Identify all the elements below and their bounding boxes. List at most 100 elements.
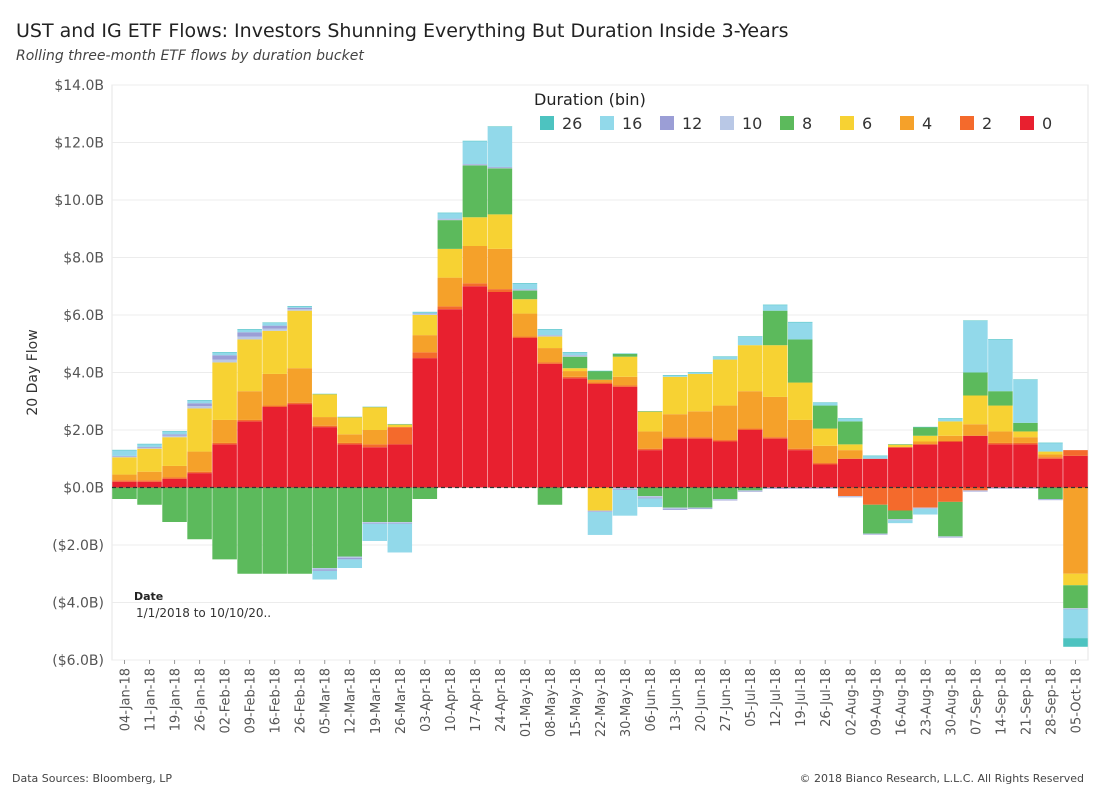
bar-segment [888,519,913,520]
bar-segment [888,510,913,520]
legend-item-10[interactable]: 10 [720,114,762,133]
bar-segment [913,427,938,436]
series-16 [112,126,1088,639]
bar-segment [412,358,438,488]
bar-segment [612,353,638,357]
bar-segment [537,348,563,363]
bar-segment [412,314,438,315]
legend-label: 10 [742,114,762,133]
bar-segment [287,402,312,405]
bar-segment [562,371,588,377]
bar-segment [412,315,438,336]
bar-segment [1013,437,1038,443]
bar-segment [637,411,663,412]
bar-segment [637,450,663,488]
bar-segment [287,487,312,574]
bar-segment [787,419,813,449]
x-tick-label: 05-Jul-18 [744,668,759,727]
bar-segment [287,307,312,310]
filter-card-value[interactable]: 1/1/2018 to 10/10/20.. [136,606,271,620]
bar-segment [262,373,287,406]
bar-segment [312,568,337,570]
bar-segment [512,289,538,290]
bar-segment [662,438,688,488]
bar-segment [1063,609,1088,639]
legend-item-12[interactable]: 12 [660,114,702,133]
bar-segment [662,376,688,415]
bar-segment [612,386,638,488]
bar-segment [1063,608,1088,609]
bar-segment [412,312,438,314]
legend-label: 26 [562,114,582,133]
bar-segment [362,430,388,445]
bar-segment [112,480,137,482]
bar-segment [137,471,162,481]
bar-segment [212,442,237,445]
bar-segment [662,414,688,438]
bar-segment [187,408,212,452]
bar-segment [812,463,838,465]
bar-segment [162,465,187,478]
x-tick-label: 19-Mar-18 [369,668,384,734]
legend-title: Duration (bin) [534,90,646,109]
bar-segment [1013,379,1038,423]
bar-segment [1013,379,1038,380]
bar-segment [587,371,613,380]
bar-segment [687,508,713,510]
y-tick-label: $6.0B [63,308,104,324]
legend-swatch [780,116,794,130]
x-tick-label: 22-May-18 [594,668,609,737]
bar-segment [963,490,988,491]
bar-segment [988,442,1013,445]
x-tick-label: 20-Jun-18 [694,668,709,732]
bar-segment [512,290,538,300]
bar-segment [762,438,788,488]
legend-item-8[interactable]: 8 [780,114,812,133]
y-tick-label: $2.0B [63,423,104,439]
bar-segment [387,444,413,488]
x-tick-label: 26-Mar-18 [394,668,409,734]
bar-segment [462,283,488,287]
bar-segment [112,457,137,475]
bar-segment [662,509,688,510]
bar-segment [1038,442,1063,452]
bar-segment [737,491,763,492]
bar-segment [512,336,538,338]
bar-segment [362,447,388,488]
bar-segment [662,375,688,377]
legend-label: 0 [1042,114,1052,133]
bar-segment [988,339,1013,392]
legend-item-26[interactable]: 26 [540,114,582,133]
bar-segment [812,405,838,429]
bar-segment [137,487,162,505]
bar-segment [562,368,588,372]
bar-segment [787,339,813,383]
x-tick-label: 12-Mar-18 [344,668,359,734]
bar-segment [512,283,538,284]
bar-segment [837,450,863,459]
bar-segment [512,338,538,488]
bar-segment [537,363,563,488]
bar-segment [737,336,763,346]
bar-segment [387,487,413,522]
bar-segment [537,336,563,349]
legend-item-16[interactable]: 16 [600,114,642,133]
bar-segment [837,444,863,451]
bar-segment [687,438,713,488]
bar-segment [963,320,988,373]
bar-segment [938,501,963,537]
bar-segment [587,382,613,384]
legend-item-6[interactable]: 6 [840,114,872,133]
bar-segment [362,487,388,522]
bar-segment [287,404,312,488]
bar-segment [712,499,738,501]
legend-item-0[interactable]: 0 [1020,114,1052,133]
bar-segment [637,487,663,497]
bar-segment [837,458,863,488]
x-tick-label: 16-Feb-18 [269,668,284,733]
bar-segment [237,329,262,330]
legend-item-2[interactable]: 2 [960,114,992,133]
legend-swatch [600,116,614,130]
bar-segment [437,212,463,219]
legend-item-4[interactable]: 4 [900,114,932,133]
